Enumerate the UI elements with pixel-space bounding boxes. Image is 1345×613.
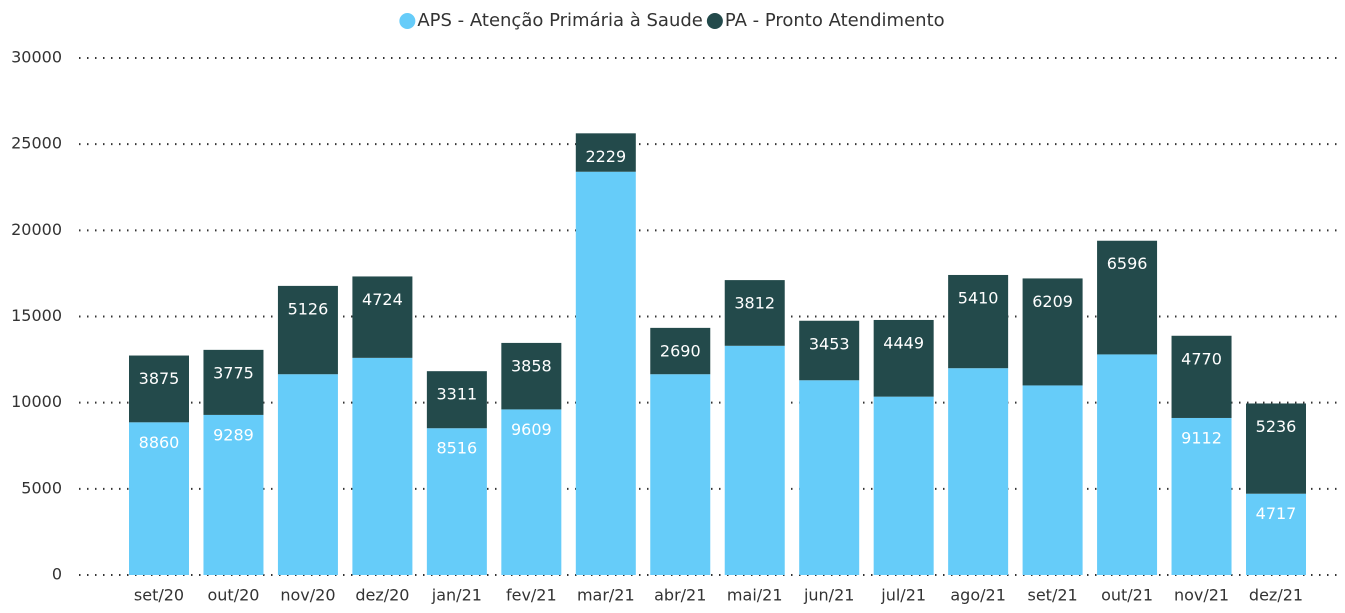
data-label: 4724 <box>362 290 403 309</box>
data-label: 3858 <box>511 356 552 375</box>
x-tick-label: jul/21 <box>880 586 926 605</box>
bar-segment <box>1022 278 1083 386</box>
data-label: 9609 <box>511 420 552 439</box>
bar-segment <box>724 280 785 346</box>
bar-segment <box>650 327 711 375</box>
y-tick-label: 25000 <box>11 134 62 153</box>
y-tick-label: 5000 <box>21 478 62 497</box>
bar-segment <box>129 422 189 575</box>
y-tick-label: 10000 <box>11 392 62 411</box>
bar-segment <box>1246 493 1306 575</box>
x-tick-label: dez/21 <box>1249 586 1303 605</box>
data-label: 3875 <box>139 369 180 388</box>
bar-segment <box>501 342 562 410</box>
bar-segment <box>650 374 711 575</box>
data-label: 9112 <box>1181 428 1222 447</box>
data-label: 5236 <box>1256 417 1297 436</box>
bar-segment <box>948 274 1009 369</box>
bar-segment <box>575 171 636 576</box>
y-tick-label: 0 <box>52 565 62 584</box>
legend-label: APS - Atenção Primária à Saude <box>417 10 703 31</box>
data-label: 3775 <box>213 363 254 382</box>
bar-segment <box>799 380 860 575</box>
y-tick-label: 20000 <box>11 220 62 239</box>
x-tick-label: out/20 <box>207 586 259 605</box>
legend-marker <box>399 13 416 29</box>
bar-segment <box>724 345 785 575</box>
x-tick-label: set/21 <box>1027 586 1077 605</box>
x-tick-label: set/20 <box>134 586 184 605</box>
x-tick-label: dez/20 <box>355 586 409 605</box>
data-label: 5410 <box>958 288 999 307</box>
data-label: 4770 <box>1181 349 1222 368</box>
bar-segment <box>1171 335 1232 418</box>
bar-segment <box>426 428 487 575</box>
x-tick-label: fev/21 <box>506 586 557 605</box>
x-tick-label: abr/21 <box>654 586 706 605</box>
data-label: 3311 <box>437 385 478 404</box>
bar-segment <box>1097 354 1158 575</box>
data-label: 3453 <box>809 334 850 353</box>
y-tick-label: 15000 <box>11 306 62 325</box>
data-label: 2229 <box>585 147 626 166</box>
bar-segment <box>575 133 636 172</box>
data-label: 6596 <box>1107 254 1148 273</box>
legend-label: PA - Pronto Atendimento <box>725 10 945 31</box>
data-label: 9289 <box>213 425 254 444</box>
data-label: 3812 <box>734 294 775 313</box>
data-label: 8860 <box>139 433 180 452</box>
bar-segment <box>948 368 1009 575</box>
data-label: 4449 <box>883 333 924 352</box>
bar-segment <box>873 396 934 575</box>
data-label: 8516 <box>437 439 478 458</box>
bar-segment <box>1022 385 1083 575</box>
y-tick-label: 30000 <box>11 48 62 67</box>
bar-segment <box>203 414 264 575</box>
data-label: 6209 <box>1032 292 1073 311</box>
bar-segment <box>352 357 413 575</box>
data-label: 5126 <box>288 299 329 318</box>
x-tick-label: mai/21 <box>727 586 783 605</box>
data-label: 2690 <box>660 341 701 360</box>
data-label: 4717 <box>1256 504 1297 523</box>
bar-segment <box>277 374 338 575</box>
x-tick-label: nov/20 <box>280 586 335 605</box>
bar-segment <box>501 409 562 575</box>
x-tick-label: ago/21 <box>950 586 1006 605</box>
bar-segment <box>203 349 264 415</box>
bar-segment <box>1097 240 1158 355</box>
bar-segment <box>277 285 338 375</box>
legend-marker <box>706 13 723 29</box>
x-tick-label: nov/21 <box>1174 586 1229 605</box>
x-tick-label: jun/21 <box>803 586 854 605</box>
bar-segment <box>1171 417 1232 575</box>
x-tick-label: out/21 <box>1101 586 1153 605</box>
bar-segment <box>799 320 860 381</box>
bar-segment <box>426 371 487 429</box>
bar-segment <box>1246 403 1306 494</box>
x-tick-label: jan/21 <box>431 586 482 605</box>
x-tick-label: mar/21 <box>577 586 635 605</box>
bar-segment <box>352 276 413 358</box>
bar-segment <box>129 355 189 423</box>
bar-segment <box>873 319 934 397</box>
